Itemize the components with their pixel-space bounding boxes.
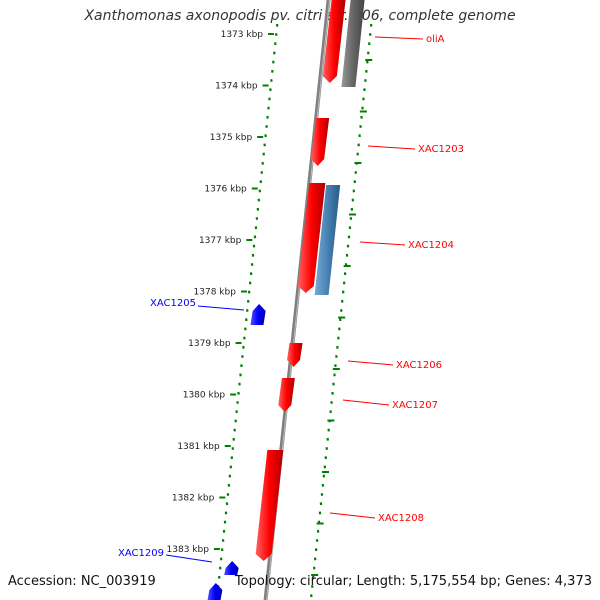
genome-summary-text: Topology: circular; Length: 5,175,554 bp… (234, 574, 592, 589)
genome-title: Xanthomonas axonopodis pv. citri str. 30… (84, 8, 516, 24)
gene-XAC1207 (278, 378, 295, 412)
gene-label: XAC1205 (150, 298, 196, 309)
gene-label: XAC1209 (118, 548, 164, 559)
cds-XAC1204 (314, 185, 341, 295)
leader-line (329, 512, 376, 519)
gene-label: XAC1203 (418, 144, 464, 155)
tick-label: 1383 kbp (167, 545, 210, 555)
gene-label: XAC1206 (396, 360, 442, 371)
tick-label: 1382 kbp (172, 494, 215, 504)
tick-label: 1381 kbp (177, 442, 220, 452)
leader-line (359, 241, 406, 246)
tick-label: 1374 kbp (215, 82, 258, 92)
rna-gene (341, 0, 365, 87)
tick-label: 1375 kbp (210, 133, 253, 143)
gene-XAC1209-next (207, 583, 223, 600)
tick-label: 1380 kbp (183, 391, 226, 401)
leader-line (367, 145, 416, 150)
tick-label: 1377 kbp (199, 236, 242, 246)
gene-label: XAC1204 (408, 240, 454, 251)
gene-XAC1203 (311, 118, 330, 166)
leader-line (197, 305, 245, 311)
gene-XAC1209 (224, 561, 239, 575)
gene-label: XAC1208 (378, 513, 424, 524)
accession-text: Accession: NC_003919 (8, 574, 156, 589)
gene-label: XAC1207 (392, 400, 438, 411)
gene-XAC1205 (250, 304, 266, 325)
gene-XAC1204 (297, 183, 326, 293)
gene-label: oliA (426, 34, 445, 45)
gene-XAC1206 (287, 343, 303, 367)
tick-label: 1379 kbp (188, 339, 231, 349)
leader-line (374, 36, 424, 40)
leader-line (165, 554, 213, 563)
tick-label: 1378 kbp (194, 288, 237, 298)
leader-line (347, 360, 394, 366)
gene-oliA (322, 0, 346, 83)
tick-label: 1373 kbp (221, 30, 264, 40)
tick-label: 1376 kbp (204, 185, 247, 195)
gene-XAC1208 (255, 450, 284, 561)
leader-line (342, 399, 390, 406)
